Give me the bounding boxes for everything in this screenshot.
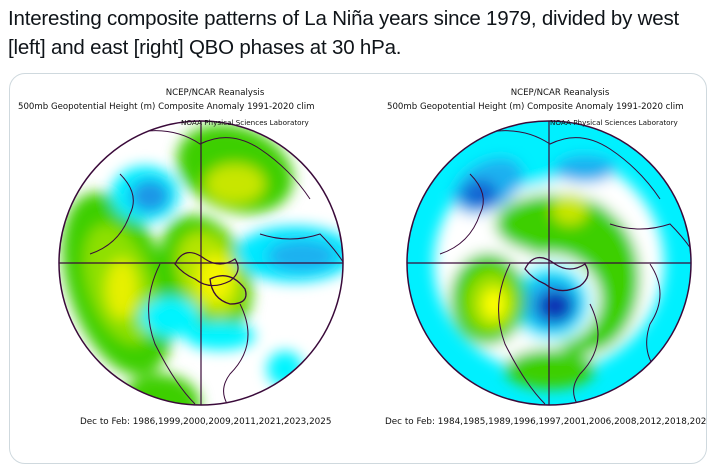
- panel-left-footer: Dec to Feb: 1986,1999,2000,2009,2011,202…: [80, 417, 332, 427]
- composite-maps: [58, 120, 692, 406]
- map-west-qbo: [59, 121, 343, 405]
- map-east-qbo: [407, 121, 691, 405]
- panel-right-title: NCEP/NCAR Reanalysis: [510, 88, 610, 98]
- media-card[interactable]: NCEP/NCAR Reanalysis 500mb Geopotential …: [9, 73, 707, 464]
- panel-left-lab: NOAA Physical Sciences Laboratory: [181, 118, 309, 127]
- map-border: [58, 120, 344, 406]
- coastline-greenland: [209, 275, 247, 305]
- panel-right-subtitle: 500mb Geopotential Height (m) Composite …: [387, 102, 684, 112]
- panel-right-lab: NOAA Physical Sciences Laboratory: [550, 118, 678, 127]
- panel-left-subtitle: 500mb Geopotential Height (m) Composite …: [18, 102, 315, 112]
- panel-left-title: NCEP/NCAR Reanalysis: [165, 88, 265, 98]
- map-border: [406, 120, 692, 406]
- coastline: [174, 252, 239, 287]
- coastline: [524, 257, 589, 292]
- tweet-text: Interesting composite patterns of La Niñ…: [8, 7, 679, 59]
- panel-right-footer: Dec to Feb: 1984,1985,1989,1996,1997,200…: [385, 417, 707, 427]
